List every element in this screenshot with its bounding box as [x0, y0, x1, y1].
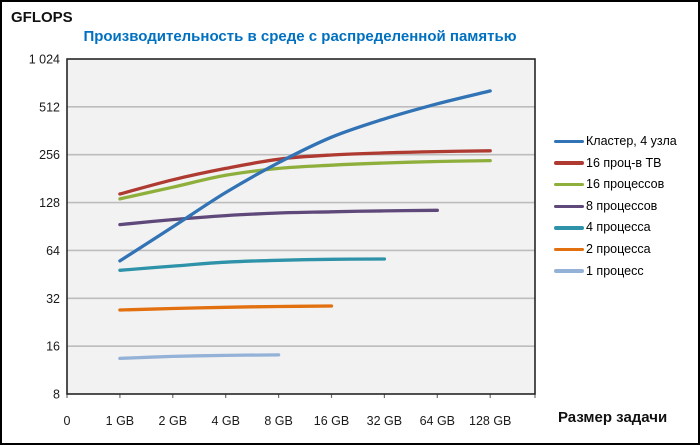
- x-tick-label: 32 GB: [367, 414, 402, 428]
- legend-label: 4 процесса: [586, 220, 651, 235]
- x-tick-label: 4 GB: [211, 414, 240, 428]
- legend-item: 2 процесса: [554, 241, 677, 256]
- series-line: [118, 257, 387, 272]
- series-line: [118, 353, 281, 361]
- legend-item: 1 процесс: [554, 263, 677, 278]
- legend-label: Кластер, 4 узла: [586, 134, 677, 148]
- y-tick-label: 64: [46, 244, 60, 258]
- y-axis-title: GFLOPS: [11, 9, 73, 26]
- legend-item: 8 процессов: [554, 198, 677, 213]
- legend-label: 8 процессов: [586, 198, 658, 213]
- series-line: [118, 158, 492, 201]
- x-tick-label: 0: [64, 414, 71, 428]
- y-tick-label: 128: [39, 196, 60, 210]
- legend-item: 4 процесса: [554, 221, 677, 234]
- legend-item: Кластер, 4 узла: [554, 135, 677, 148]
- series-line: [118, 149, 492, 196]
- legend-label: 16 процессов: [586, 177, 665, 192]
- y-tick-label: 16: [46, 340, 60, 354]
- x-tick-label: 1 GB: [106, 414, 135, 428]
- x-axis-title: Размер задачи: [558, 409, 668, 426]
- legend-line-swatch: [554, 182, 584, 187]
- y-tick-label: 256: [39, 148, 60, 162]
- y-tick-label: 32: [46, 292, 60, 306]
- legend-item: 16 проц-в ТВ: [554, 155, 677, 170]
- chart-title: Производительность в среде с распределен…: [83, 28, 517, 45]
- legend-label: 1 процесс: [586, 263, 644, 278]
- legend-line-swatch: [554, 161, 584, 165]
- legend: Кластер, 4 узла 16 проц-в ТВ 16 процессов 8…: [554, 135, 677, 278]
- legend-item: 16 процессов: [554, 178, 677, 191]
- series-line: [118, 89, 492, 263]
- legend-label: 16 проц-в ТВ: [586, 155, 662, 170]
- legend-line-swatch: [554, 247, 584, 252]
- y-tick-label: 1 024: [29, 53, 60, 67]
- legend-line-swatch: [554, 204, 584, 208]
- series-line: [118, 208, 439, 227]
- x-tick-label: 2 GB: [159, 414, 188, 428]
- legend-line-swatch: [554, 139, 584, 144]
- series-line: [118, 304, 334, 312]
- legend-line-swatch: [554, 226, 584, 230]
- x-tick-label: 64 GB: [420, 414, 455, 428]
- legend-line-swatch: [554, 269, 584, 273]
- x-tick-label: 8 GB: [264, 414, 293, 428]
- x-tick-label: 16 GB: [314, 414, 349, 428]
- plot-background: [67, 59, 535, 394]
- y-tick-label: 8: [53, 388, 60, 402]
- y-tick-label: 512: [39, 100, 60, 114]
- x-tick-label: 128 GB: [469, 414, 511, 428]
- legend-label: 2 процесса: [586, 241, 651, 256]
- plot-border: [66, 58, 536, 395]
